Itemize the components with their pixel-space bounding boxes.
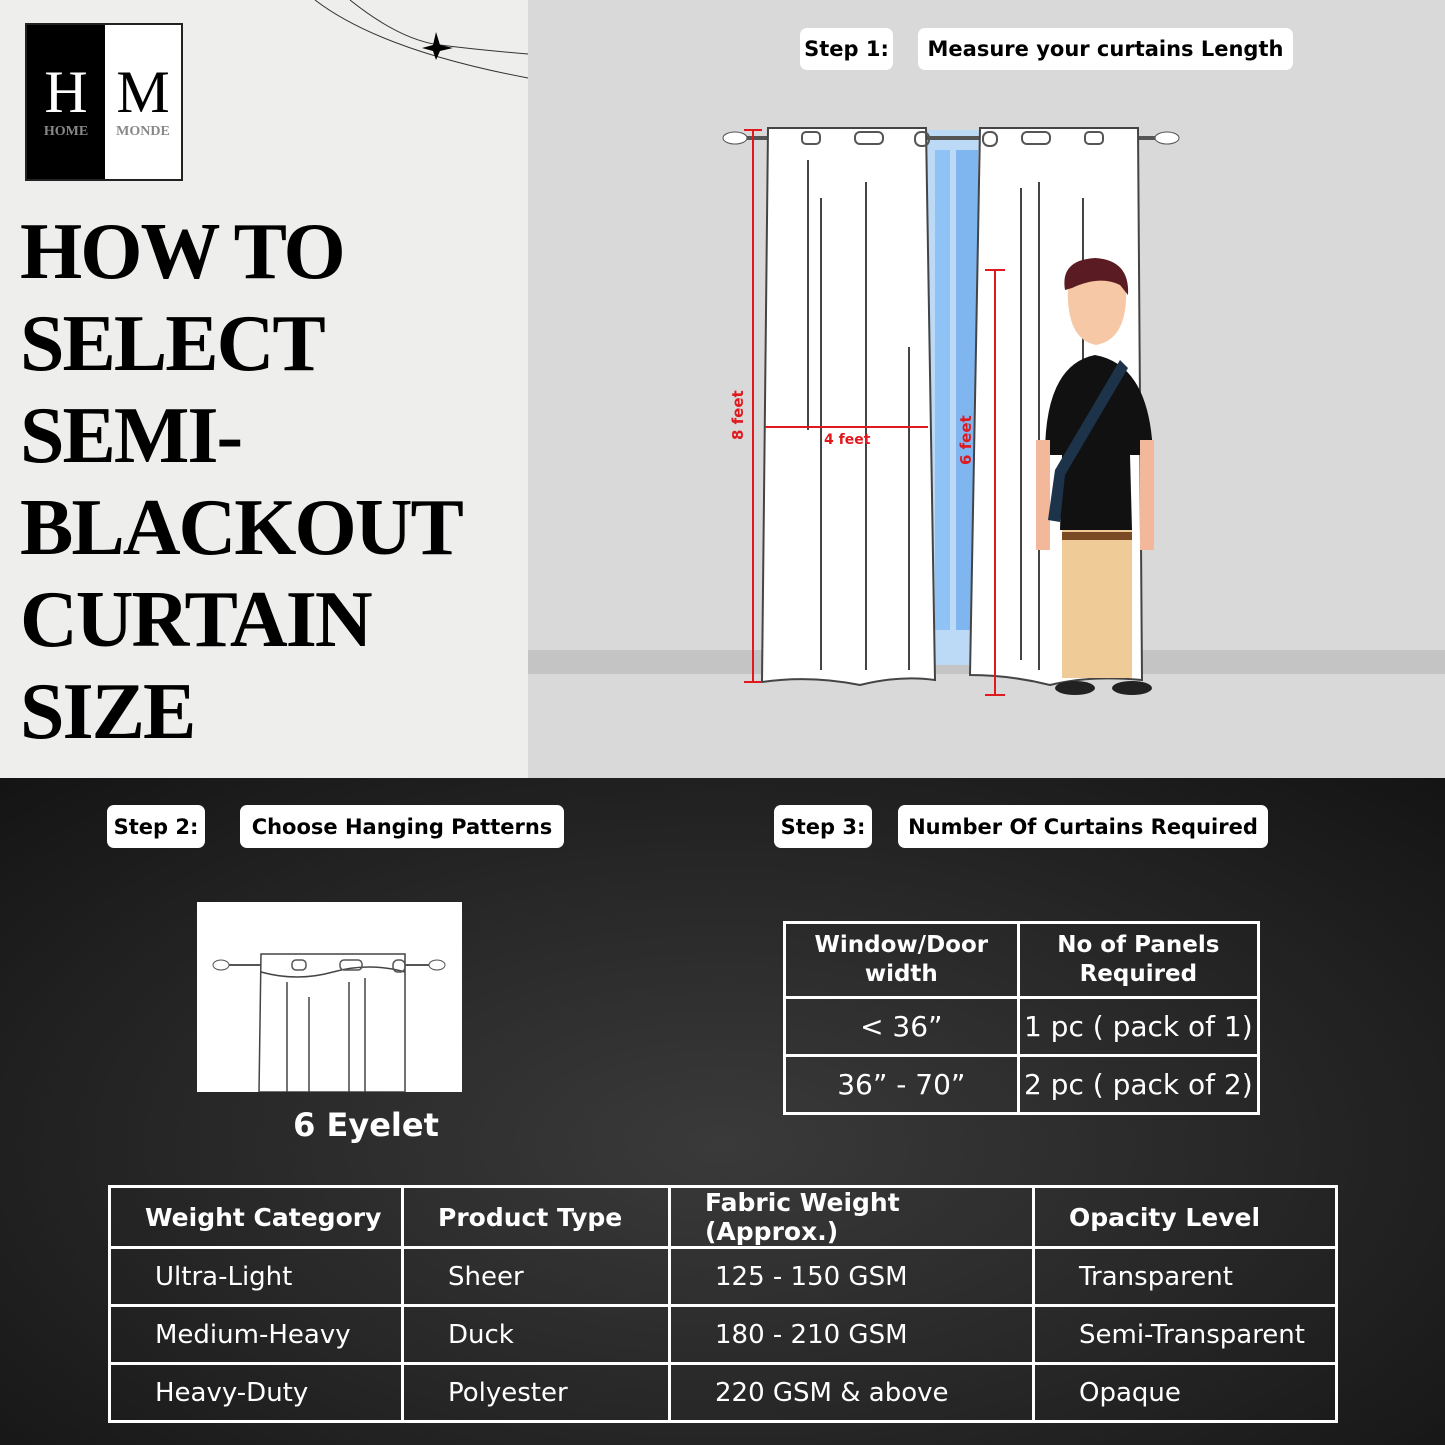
column-header: Weight Category [108,1185,404,1249]
column-header: Fabric Weight (Approx.) [668,1185,1035,1249]
eyelet-pattern-image [197,902,462,1093]
column-header: Product Type [401,1185,671,1249]
title-line: CURTAIN [20,576,373,664]
title-line: HOW TO [20,208,346,296]
table-row: Medium-Heavy Duck 180 - 210 GSM Semi-Transp… [108,1304,1338,1365]
logo-letter-m: M [116,59,170,125]
table-row: Heavy-Duty Polyester 220 GSM & above Opaque [108,1362,1338,1423]
height-label: 8 feet [729,390,747,440]
decorative-star-lines [314,0,528,79]
logo-letter-h: H [44,59,88,125]
column-header: No of Panels Required [1016,921,1261,999]
logo-word-monde: MONDE [116,124,170,139]
person-height-label: 6 feet [957,415,975,465]
person-figure [1036,258,1154,695]
left-curtain-panel [760,127,937,687]
title-line: SIZE [20,668,196,756]
step3-label: Step 3: [774,805,872,848]
title-line: BLACKOUT [20,484,464,572]
step2-label: Step 2: [107,805,205,848]
table-row: Ultra-Light Sheer 125 - 150 GSM Transparent [108,1246,1338,1307]
table-row: 36” - 70” 2 pc ( pack of 2) [783,1054,1261,1115]
panels-required-table: Window/Door width No of Panels Required <… [783,921,1261,1115]
table-row: < 36” 1 pc ( pack of 1) [783,996,1261,1057]
step1-text: Measure your curtains Length [918,28,1293,70]
eyelet-label: 6 Eyelet [293,1106,439,1144]
title-line: SELECT [20,300,326,388]
step2-text: Choose Hanging Patterns [240,805,564,848]
curtain-measurement-illustration: 8 feet 4 feet 6 feet [722,127,1180,696]
logo-word-home: HOME [43,124,89,139]
width-label: 4 feet [824,432,871,448]
fabric-weight-table: Weight Category Product Type Fabric Weight… [108,1185,1338,1423]
column-header: Opacity Level [1032,1185,1338,1249]
page-title: HOW TO SELECT SEMI- BLACKOUT CURTAIN SIZ… [20,206,464,758]
brand-logo: H HOME M MONDE [25,23,183,181]
title-line: SEMI- [20,392,243,480]
step3-text: Number Of Curtains Required [898,805,1268,848]
column-header: Window/Door width [783,921,1020,999]
step1-label: Step 1: [800,28,893,70]
